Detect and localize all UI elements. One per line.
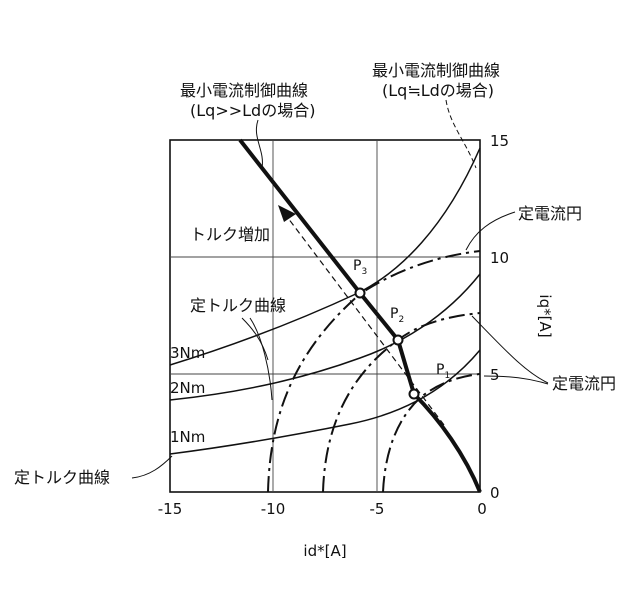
torque-curve-1nm — [169, 349, 481, 455]
label-min-current-lq-eq-ld-cond: (Lq≒Ldの場合) — [382, 81, 494, 100]
torque-curve-2nm — [169, 273, 481, 401]
label-constant-torque-curve-mid: 定トルク曲線 — [190, 296, 286, 315]
point-p1 — [408, 388, 420, 400]
leader-min-current-lq-gg-ld — [256, 119, 263, 169]
label-min-current-lq-eq-ld-title: 最小電流制御曲線 — [372, 61, 500, 80]
leader-constant-torque-bottom — [131, 455, 173, 479]
plot-frame — [169, 139, 481, 493]
label-torque-increase: トルク増加 — [190, 225, 270, 244]
x-tick--15: -15 — [158, 500, 183, 518]
label-min-current-lq-gg-ld-cond: (Lq>>Ldの場合) — [190, 101, 315, 120]
label-constant-current-circle-right: 定電流円 — [552, 374, 616, 393]
y-tick-0: 0 — [490, 484, 500, 502]
point-p3 — [354, 287, 366, 299]
leader-min-current-lq-eq-ld — [445, 99, 477, 169]
torque-curve-3nm — [169, 147, 481, 366]
label-torque-3nm: 3Nm — [170, 344, 205, 362]
label-p2: P2 — [390, 306, 404, 325]
torque-increase-arrowhead — [278, 205, 296, 222]
leader-constant-current-circle-top — [465, 211, 516, 251]
leader-constant-torque-mid-1 — [241, 317, 269, 361]
x-tick-0: 0 — [477, 500, 487, 518]
label-torque-2nm: 2Nm — [170, 379, 205, 397]
y-tick-15: 15 — [490, 132, 509, 150]
point-p2 — [392, 334, 404, 346]
constant-current-circles — [267, 250, 481, 493]
y-tick-10: 10 — [490, 249, 509, 267]
leader-constant-current-circle-right-1 — [471, 315, 549, 384]
x-tick--5: -5 — [370, 500, 385, 518]
torque-increase-arrow-line — [287, 217, 445, 426]
operating-points — [354, 287, 420, 400]
label-min-current-lq-gg-ld-title: 最小電流制御曲線 — [180, 81, 308, 100]
label-p1: P1 — [436, 362, 450, 381]
x-axis-label: id*[A] — [303, 542, 346, 560]
label-constant-current-circle-top: 定電流円 — [518, 204, 582, 223]
grid — [170, 140, 480, 492]
label-torque-1nm: 1Nm — [170, 428, 205, 446]
label-p3: P3 — [353, 258, 367, 277]
y-tick-5: 5 — [490, 366, 500, 384]
leader-constant-current-circle-right-2 — [483, 375, 549, 385]
current-circle-large — [267, 250, 481, 493]
y-axis-label: iq*[A] — [536, 294, 554, 337]
label-constant-torque-curve-bottom: 定トルク曲線 — [14, 468, 110, 487]
x-tick--10: -10 — [261, 500, 286, 518]
leader-constant-torque-mid-2 — [249, 317, 273, 401]
min-current-curve-lq-gg-ld — [238, 138, 482, 493]
current-circle-small — [382, 373, 481, 493]
